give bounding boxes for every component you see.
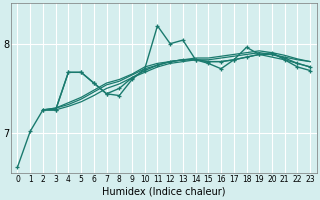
X-axis label: Humidex (Indice chaleur): Humidex (Indice chaleur)	[102, 187, 226, 197]
